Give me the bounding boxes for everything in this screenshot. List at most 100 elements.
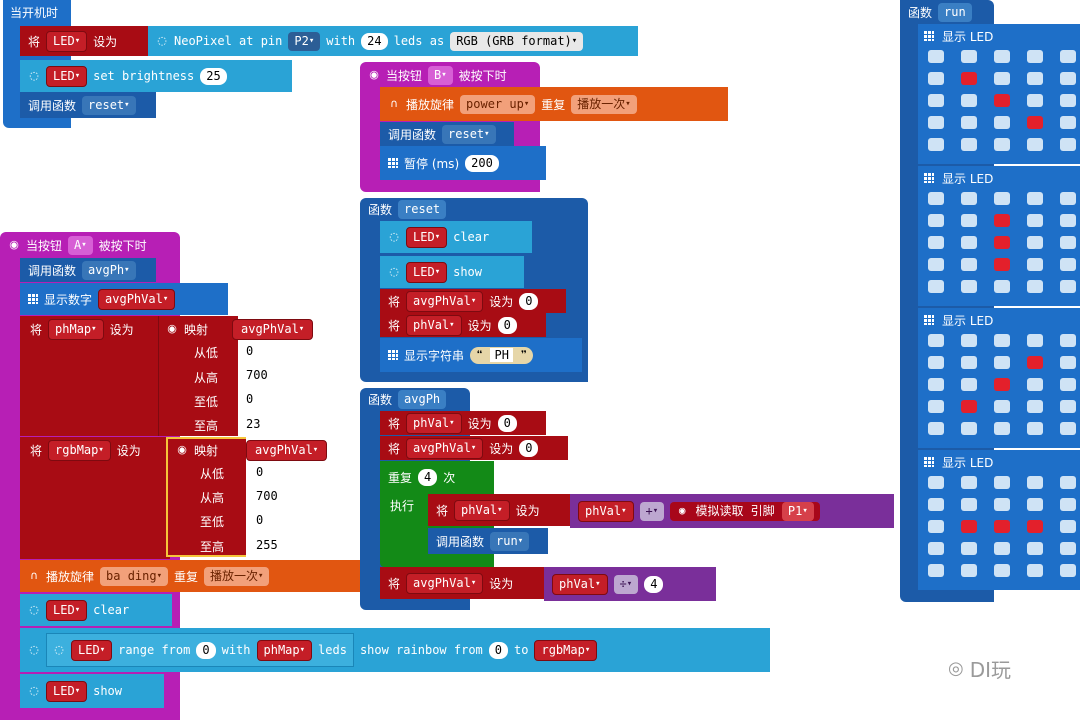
clear-led-dropdown[interactable]: LED — [46, 599, 88, 621]
expression-var-dropdown[interactable]: phVal — [578, 500, 634, 522]
set-phval-block[interactable]: 将 phVal 设为 0 — [380, 411, 546, 435]
led-off[interactable] — [1027, 378, 1043, 391]
led-off[interactable] — [961, 192, 977, 205]
led-off[interactable] — [994, 476, 1010, 489]
led-off[interactable] — [1060, 50, 1076, 63]
led-off[interactable] — [928, 192, 944, 205]
led-off[interactable] — [994, 400, 1010, 413]
call-function-dropdown[interactable]: reset — [442, 124, 496, 144]
led-off[interactable] — [1060, 116, 1076, 129]
button-b-dropdown[interactable]: B — [428, 65, 453, 85]
led-off[interactable] — [994, 422, 1010, 435]
led-off[interactable] — [1060, 192, 1076, 205]
led-off[interactable] — [928, 542, 944, 555]
variable-dropdown[interactable]: phVal — [406, 412, 462, 434]
led-off[interactable] — [1060, 476, 1076, 489]
clear-led-dropdown[interactable]: LED — [406, 226, 448, 248]
call-reset-b-block[interactable]: 调用函数 reset — [380, 122, 514, 146]
value-input[interactable]: 0 — [497, 414, 517, 432]
led-show-a-block[interactable]: ◌ LED show — [20, 674, 164, 708]
led-off[interactable] — [928, 280, 944, 293]
led-off[interactable] — [994, 334, 1010, 347]
led-off[interactable] — [1027, 422, 1043, 435]
function-name[interactable]: avgPh — [398, 389, 447, 409]
call-function-dropdown[interactable]: run — [490, 531, 530, 551]
map1-block[interactable] — [158, 316, 238, 436]
led-off[interactable] — [961, 476, 977, 489]
led-off[interactable] — [961, 564, 977, 577]
led-on[interactable] — [961, 72, 977, 85]
show-leds-block[interactable]: 显示 LED — [918, 308, 1080, 448]
led-clear-a-block[interactable]: ◌ LED clear — [20, 594, 172, 626]
map-source-var[interactable]: avgPhVal — [232, 318, 314, 340]
led-off[interactable] — [961, 50, 977, 63]
map2-from-high-input[interactable]: 700 — [250, 488, 284, 505]
show-leds-block[interactable]: 显示 LED — [918, 450, 1080, 590]
map2-to-high-input[interactable]: 255 — [250, 537, 284, 554]
led-off[interactable] — [1027, 476, 1043, 489]
led-off[interactable] — [1060, 400, 1076, 413]
led-off[interactable] — [928, 356, 944, 369]
led-off[interactable] — [1027, 498, 1043, 511]
set-phval-loop-block[interactable]: 将 phVal 设为 — [428, 494, 570, 526]
led-off[interactable] — [928, 50, 944, 63]
led-off[interactable] — [928, 72, 944, 85]
led-off[interactable] — [994, 50, 1010, 63]
led-off[interactable] — [1060, 280, 1076, 293]
led-off[interactable] — [1060, 334, 1076, 347]
melody-dropdown[interactable]: power up — [460, 94, 536, 114]
variable-dropdown[interactable]: avgPhVal — [406, 572, 484, 594]
led-off[interactable] — [1060, 356, 1076, 369]
set-phval-block[interactable]: 将 phVal 设为 0 — [380, 313, 546, 337]
led-off[interactable] — [1027, 72, 1043, 85]
map2-block[interactable] — [166, 437, 246, 557]
led-off[interactable] — [961, 138, 977, 151]
brightness-input[interactable]: 25 — [200, 67, 227, 85]
set-avgphval-block[interactable]: 将 avgPhVal 设为 0 — [380, 289, 566, 313]
map2-to-low-input[interactable]: 0 — [250, 512, 270, 529]
function-name[interactable]: reset — [398, 199, 447, 219]
variable-dropdown[interactable]: phMap — [48, 318, 104, 340]
led-off[interactable] — [928, 138, 944, 151]
analog-read-block[interactable]: ◉ 模拟读取 引脚 P1 — [670, 501, 820, 521]
divide-expression-block[interactable]: phVal ÷ 4 — [544, 567, 716, 601]
led-off[interactable] — [928, 422, 944, 435]
led-on[interactable] — [994, 258, 1010, 271]
led-off[interactable] — [961, 422, 977, 435]
pause-input[interactable]: 200 — [465, 154, 499, 172]
led-off[interactable] — [961, 378, 977, 391]
show-leds-block[interactable]: 显示 LED — [918, 166, 1080, 306]
led-off[interactable] — [994, 356, 1010, 369]
call-function-dropdown[interactable]: avgPh — [82, 260, 136, 280]
led-off[interactable] — [961, 542, 977, 555]
repeat-dropdown[interactable]: 播放一次 — [204, 566, 270, 586]
map1-to-low-input[interactable]: 0 — [240, 391, 260, 408]
led-off[interactable] — [1060, 520, 1076, 533]
led-on[interactable] — [1027, 116, 1043, 129]
call-reset-block[interactable]: 调用函数 reset — [20, 92, 156, 118]
range-block[interactable]: ◌ LED range from 0 with phMap leds — [46, 633, 354, 667]
led-off[interactable] — [1027, 94, 1043, 107]
led-off[interactable] — [928, 236, 944, 249]
call-avgph-block[interactable]: 调用函数 avgPh — [20, 258, 156, 282]
brightness-led-dropdown[interactable]: LED — [46, 65, 88, 87]
led-off[interactable] — [1027, 50, 1043, 63]
map1-source[interactable]: avgPhVal — [232, 318, 314, 340]
led-off[interactable] — [961, 356, 977, 369]
led-off[interactable] — [928, 498, 944, 511]
led-off[interactable] — [961, 498, 977, 511]
led-off[interactable] — [961, 280, 977, 293]
led-off[interactable] — [994, 192, 1010, 205]
led-off[interactable] — [928, 94, 944, 107]
add-expression-block[interactable]: phVal + ◉ 模拟读取 引脚 P1 — [570, 494, 894, 528]
led-off[interactable] — [1060, 72, 1076, 85]
map2-from-low-input[interactable]: 0 — [250, 464, 270, 481]
led-on[interactable] — [994, 214, 1010, 227]
led-off[interactable] — [928, 378, 944, 391]
led-off[interactable] — [961, 334, 977, 347]
led-on[interactable] — [961, 400, 977, 413]
led-variable-dropdown[interactable]: LED — [46, 30, 88, 52]
call-function-dropdown[interactable]: reset — [82, 95, 136, 115]
led-off[interactable] — [994, 116, 1010, 129]
pin-dropdown[interactable]: P1 — [781, 501, 814, 521]
